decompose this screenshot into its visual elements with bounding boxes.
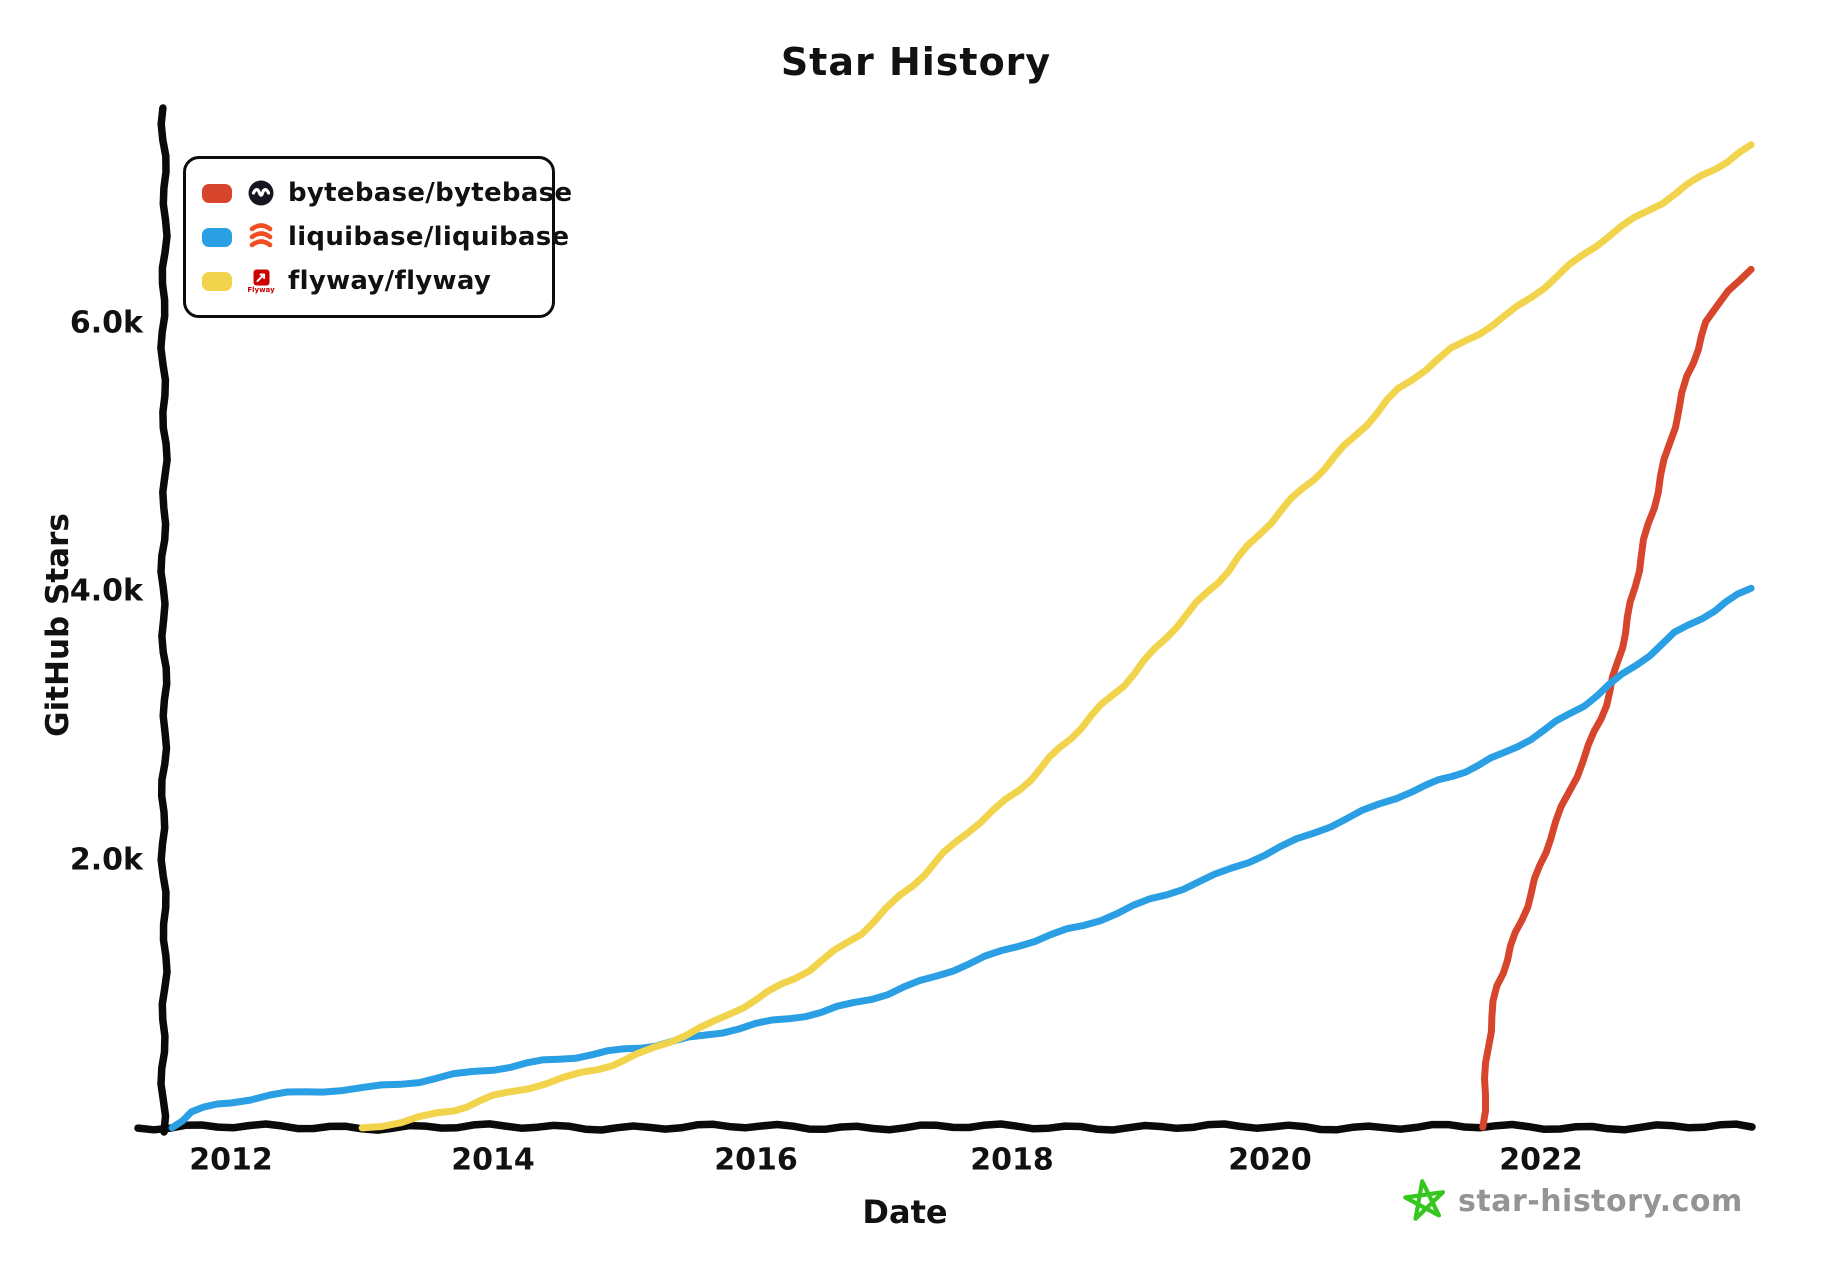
legend-item-flyway: Flyway flyway/flyway [202,259,552,303]
x-tick-2016: 2016 [714,1142,798,1178]
x-tick-2018: 2018 [970,1142,1054,1178]
watermark-text: star-history.com [1458,1183,1743,1219]
x-axis-title: Date [862,1193,948,1231]
y-axis-line [157,104,171,1136]
star-icon [1403,1179,1446,1221]
x-tick-2014: 2014 [451,1142,535,1178]
flyway-logo-caption: Flyway [247,285,275,294]
legend-item-liquibase: liquibase/liquibase [202,215,569,259]
y-tick-6k: 6.0k [69,305,143,341]
y-axis-title: GitHub Stars [40,513,76,737]
liquibase-logo-icon [246,220,276,254]
bytebase-logo-icon [246,176,276,210]
bytebase-color-swatch [202,183,232,203]
series-line-flyway [358,141,1755,1132]
x-tick-2020: 2020 [1228,1142,1312,1178]
x-tick-2012: 2012 [189,1142,273,1178]
y-tick-4k: 4.0k [69,573,143,609]
watermark: star-history.com [1402,1178,1743,1224]
legend-box: bytebase/bytebase liquibase/liquibase [183,156,572,318]
y-tick-2k: 2.0k [69,842,143,878]
liquibase-color-swatch [202,227,232,247]
legend-item-bytebase: bytebase/bytebase [202,171,572,215]
flyway-logo-icon: Flyway [246,264,276,298]
chart-title: Star History [780,40,1052,84]
legend-label-liquibase: liquibase/liquibase [288,222,570,252]
flyway-color-swatch [202,271,232,291]
series-line-liquibase [168,584,1755,1132]
x-tick-2022: 2022 [1499,1142,1583,1178]
legend-label-flyway: flyway/flyway [288,266,492,296]
series-line-bytebase [1479,265,1755,1131]
legend-label-bytebase: bytebase/bytebase [288,178,573,208]
